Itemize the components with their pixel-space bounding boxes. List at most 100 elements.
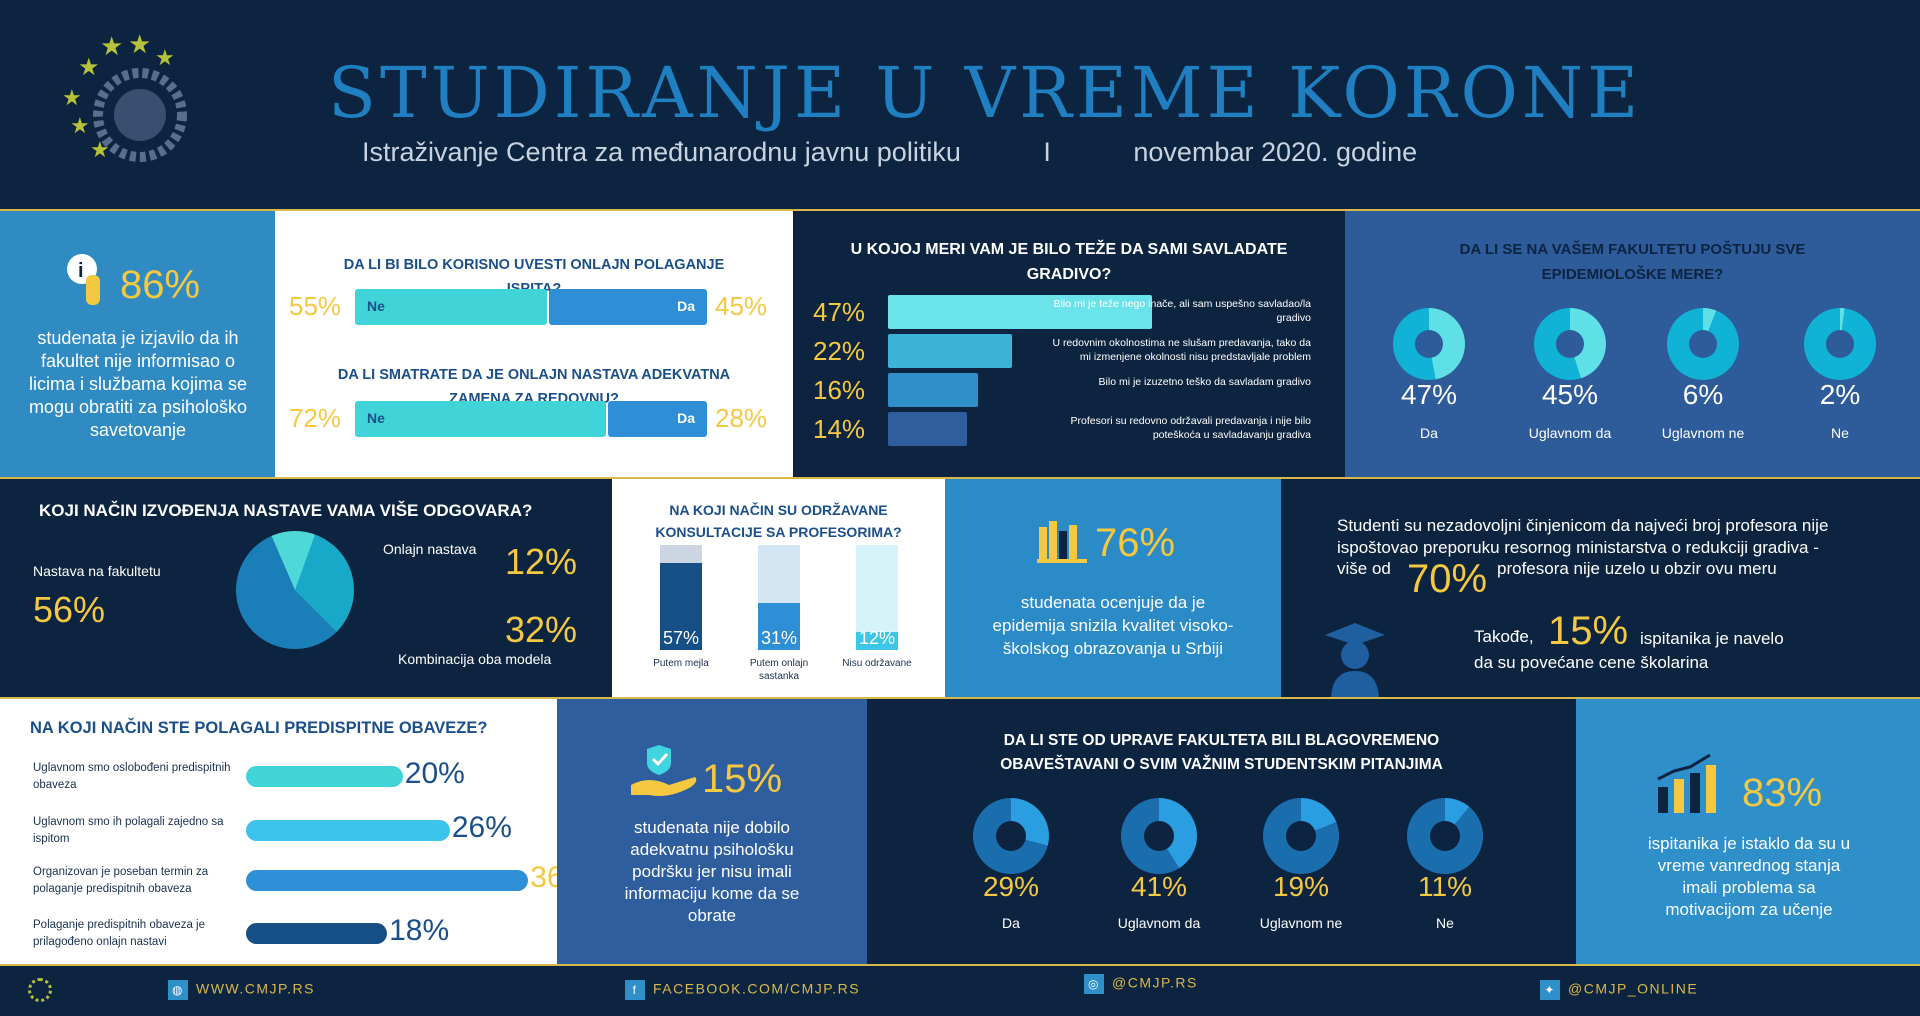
bar [888,412,967,446]
category-label: Putem onlajn sastanka [749,658,809,682]
pct-label: 47% [813,297,866,327]
column [660,563,702,650]
svg-text:★: ★ [78,54,100,81]
svg-text:★: ★ [70,113,90,138]
bar-da: Da [548,289,707,325]
footer-facebook-link[interactable]: f FACEBOOK.COM/CMJP.RS [625,980,860,1000]
donut-label: Da [1420,425,1438,441]
chart-title: U KOJOJ MERI VAM JE BILO TEŽE DA SAMI SA… [850,241,1288,283]
stat-15b-text: studenata nije dobilo adekvatnu psihološ… [624,818,800,925]
subtitle-separator: I [1043,137,1051,167]
subtitle-source: Istraživanje Centra za međunarodnu javnu… [362,137,961,167]
donut-segment [1263,798,1339,874]
column-value: 57% [662,628,700,648]
stat-15-pre: Takođe, [1474,627,1534,646]
pct-label: 14% [813,414,866,444]
donut-value: 29% [982,871,1040,902]
stat-15-support: 15% studenata nije dobilo adekvatnu psih… [557,699,867,964]
svg-text:★: ★ [62,85,82,110]
donut-label: Da [1002,915,1020,931]
donut-label: Uglavnom da [1528,425,1612,441]
info-hand-icon: i [66,253,110,305]
twitter-icon: ✦ [1540,980,1560,1000]
footer-web-text: WWW.CMJP.RS [196,980,315,997]
footer-web-link[interactable]: ◍ WWW.CMJP.RS [168,980,315,1000]
svg-text:i: i [78,260,84,282]
category-label: Bilo mi je teže nego inače, ali sam uspe… [1053,298,1311,324]
footer-facebook-text: FACEBOOK.COM/CMJP.RS [653,980,861,997]
stat-15-value: 15% [1548,609,1629,653]
bar [246,820,450,841]
epidemic-measures-chart: DA LI SE NA VAŠEM FAKULTETU POŠTUJU SVE … [1345,211,1920,477]
pie [236,531,354,649]
graduate-icon [1325,621,1385,697]
pct-label: 36% [530,861,557,894]
teaching-mode-chart: KOJI NAČIN IZVOĐENJA NASTAVE VAMA VIŠE O… [0,479,612,697]
hand-check-icon [629,741,699,802]
donut-value: 6% [1682,379,1724,410]
category-label: Profesori su redovno održavali predavanj… [1070,415,1311,441]
stat-70-pre: više od [1337,559,1391,578]
donut-segment [1667,308,1739,380]
category-label: Uglavnom smo oslobođeni predispitnih oba… [33,762,231,791]
stat-15b-value: 15% [702,757,783,801]
page-subtitle: Istraživanje Centra za međunarodnu javnu… [362,137,1417,168]
chart-title: DA LI SE NA VAŠEM FAKULTETU POŠTUJU SVE … [1459,241,1806,283]
pct-label: 56% [33,589,106,630]
facebook-icon: f [625,980,645,1000]
donut-segment [1534,308,1606,380]
footer-instagram-text: @CMJP.RS [1112,974,1198,991]
chart-title: NA KOJI NAČIN STE POLAGALI PREDISPITNE O… [30,719,488,737]
pct-label: 18% [389,914,450,947]
stat-70-line1: Studenti su nezadovoljni činjenicom da n… [1337,516,1829,557]
category-label: Putem mejla [653,658,709,669]
pct-label: 12% [505,541,578,582]
donut-value: 41% [1130,871,1188,902]
page-title: STUDIRANJE U VREME KORONE [328,52,1643,134]
donut-value: 19% [1272,871,1330,902]
donut-value: 2% [1819,379,1861,410]
stat-83: 83% ispitanika je istaklo da su u vreme … [1576,699,1920,964]
logo: ★ ★ ★ ★ ★ ★ ★ [40,25,210,165]
online-exam-chart: DA LI BI BILO KORISNO UVESTI ONLAJN POLA… [275,211,793,477]
bar [888,334,1012,368]
donut-label: Ne [1436,915,1454,931]
subtitle-date: novembar 2020. godine [1133,137,1418,167]
stat-76: 76% studenata ocenjuje da je epidemija s… [945,479,1281,697]
column [758,602,800,650]
donut-segment [1407,798,1483,874]
footer-logo [28,978,52,1002]
donut-segment [1804,308,1876,380]
stat-76-value: 76% [1095,521,1176,565]
donut-segment [973,798,1049,874]
donut-label: Uglavnom ne [1259,915,1343,931]
stat-86: i 86% studenata je izjavilo da ih fakult… [0,211,275,477]
chart-title: DA LI STE OD UPRAVE FAKULTETA BILI BLAGO… [1000,732,1443,773]
stat-86-value: 86% [120,263,201,307]
stat-83-text: ispitanika je istaklo da su u vreme vanr… [1647,834,1851,919]
stat-86-text: studenata je izjavilo da ih fakultet nij… [28,328,248,440]
consultations-chart: NA KOJI NAČIN SU ODRŽAVANE KONSULTACIJE … [612,479,945,697]
books-icon [1037,519,1089,570]
svg-text:★: ★ [100,31,123,61]
donut-label: Uglavnom ne [1661,425,1745,441]
footer-instagram-link[interactable]: ◎ @CMJP.RS [1084,974,1198,994]
difficulty-chart: U KOJOJ MERI VAM JE BILO TEŽE DA SAMI SA… [793,211,1345,477]
pct-right: 28% [715,403,768,433]
category-label: Kombinacija oba modela [398,651,552,667]
footer-twitter-link[interactable]: ✦ @CMJP_ONLINE [1540,980,1698,1000]
stat-70-value: 70% [1407,557,1488,601]
pct-label: 22% [813,336,866,366]
bar-ne: Ne [355,401,607,437]
stat-70: Studenti su nezadovoljni činjenicom da n… [1281,479,1920,697]
pct-label: 26% [451,811,512,844]
chart-title: KOJI NAČIN IZVOĐENJA NASTAVE VAMA VIŠE O… [39,501,533,520]
category-label: Onlajn nastava [383,541,477,557]
pre-exam-chart: NA KOJI NAČIN STE POLAGALI PREDISPITNE O… [0,699,557,964]
bar [888,295,1153,329]
instagram-icon: ◎ [1084,974,1104,994]
column [856,631,898,650]
pct-left: 72% [289,403,342,433]
pct-right: 45% [715,291,768,321]
column-value: 12% [858,628,896,648]
